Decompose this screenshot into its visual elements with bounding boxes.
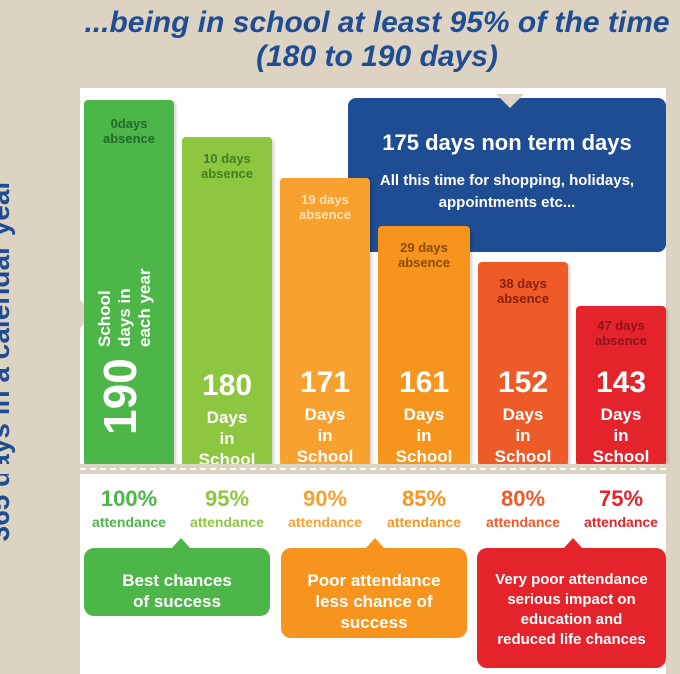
callout-body: All this time for shopping, holidays, ap… bbox=[379, 172, 635, 211]
dashed-divider bbox=[80, 468, 666, 470]
days-in-school-label: Days in School bbox=[494, 405, 552, 466]
absence-label: 47 days absence bbox=[594, 318, 648, 348]
absence-label: 10 days absence bbox=[200, 151, 254, 181]
outcome-best-chances: Best chances of success bbox=[84, 548, 270, 616]
days-in-school-label: Days in School bbox=[198, 408, 256, 469]
attendance-label: attendance bbox=[486, 514, 560, 530]
attendance-percent-100: 100% bbox=[100, 486, 158, 511]
days-in-school-number: 180 bbox=[201, 369, 253, 402]
bar-80-percent: 38 days absence 152 Days in School bbox=[478, 262, 568, 466]
absence-label: 38 days absence bbox=[496, 276, 550, 306]
bar-100-percent: 0days absence 190 School days in each ye… bbox=[84, 100, 174, 466]
absence-label: 0days absence bbox=[102, 116, 156, 146]
bar-90-percent: 19 days absence 171 Days in School bbox=[280, 178, 370, 466]
attendance-percent-95: 95% bbox=[204, 486, 250, 511]
attendance-label: attendance bbox=[190, 514, 264, 530]
bar-75-percent: 47 days absence 143 Days in School bbox=[576, 306, 666, 466]
bar-85-percent: 29 days absence 161 Days in School bbox=[378, 226, 470, 466]
school-days-label: School days in each year bbox=[95, 268, 154, 347]
callout-pointer bbox=[496, 94, 524, 108]
days-in-school-number: 143 bbox=[595, 366, 647, 399]
days-in-school-number: 171 bbox=[299, 366, 351, 399]
attendance-label: attendance bbox=[92, 514, 166, 530]
headline: ...being in school at least 95% of the t… bbox=[84, 6, 670, 73]
bar-95-percent: 10 days absence 180 Days in School bbox=[182, 137, 272, 469]
absence-label: 19 days absence bbox=[298, 192, 352, 222]
attendance-percent-75: 75% bbox=[598, 486, 644, 511]
outcome-poor-attendance: Poor attendance less chance of success bbox=[281, 548, 467, 638]
days-in-school-label: Days in School bbox=[395, 405, 453, 466]
school-days-number: 190 bbox=[94, 358, 146, 435]
callout-title: 175 days non term days bbox=[382, 130, 632, 155]
days-in-school-number: 161 bbox=[398, 366, 450, 399]
outcome-pointer bbox=[171, 538, 191, 549]
attendance-percent-90: 90% bbox=[302, 486, 348, 511]
attendance-percent-80: 80% bbox=[500, 486, 546, 511]
days-in-school-number: 152 bbox=[497, 366, 549, 399]
attendance-label: attendance bbox=[288, 514, 362, 530]
side-band bbox=[0, 0, 80, 674]
side-title-text: 365 days in a calendar year bbox=[0, 178, 15, 542]
attendance-label: attendance bbox=[584, 514, 658, 530]
attendance-percent-85: 85% bbox=[401, 486, 447, 511]
days-in-school-label: Days in School bbox=[592, 405, 650, 466]
attendance-label: attendance bbox=[387, 514, 461, 530]
outcome-pointer bbox=[365, 538, 385, 549]
header-band bbox=[0, 0, 680, 88]
outcome-very-poor-attendance: Very poor attendance serious impact on e… bbox=[477, 548, 666, 668]
absence-label: 29 days absence bbox=[397, 240, 451, 270]
days-in-school-label: Days in School bbox=[296, 405, 354, 466]
outcome-pointer bbox=[563, 538, 583, 549]
right-band bbox=[666, 0, 680, 674]
rotated-total: 190 School days in each year bbox=[89, 127, 169, 517]
